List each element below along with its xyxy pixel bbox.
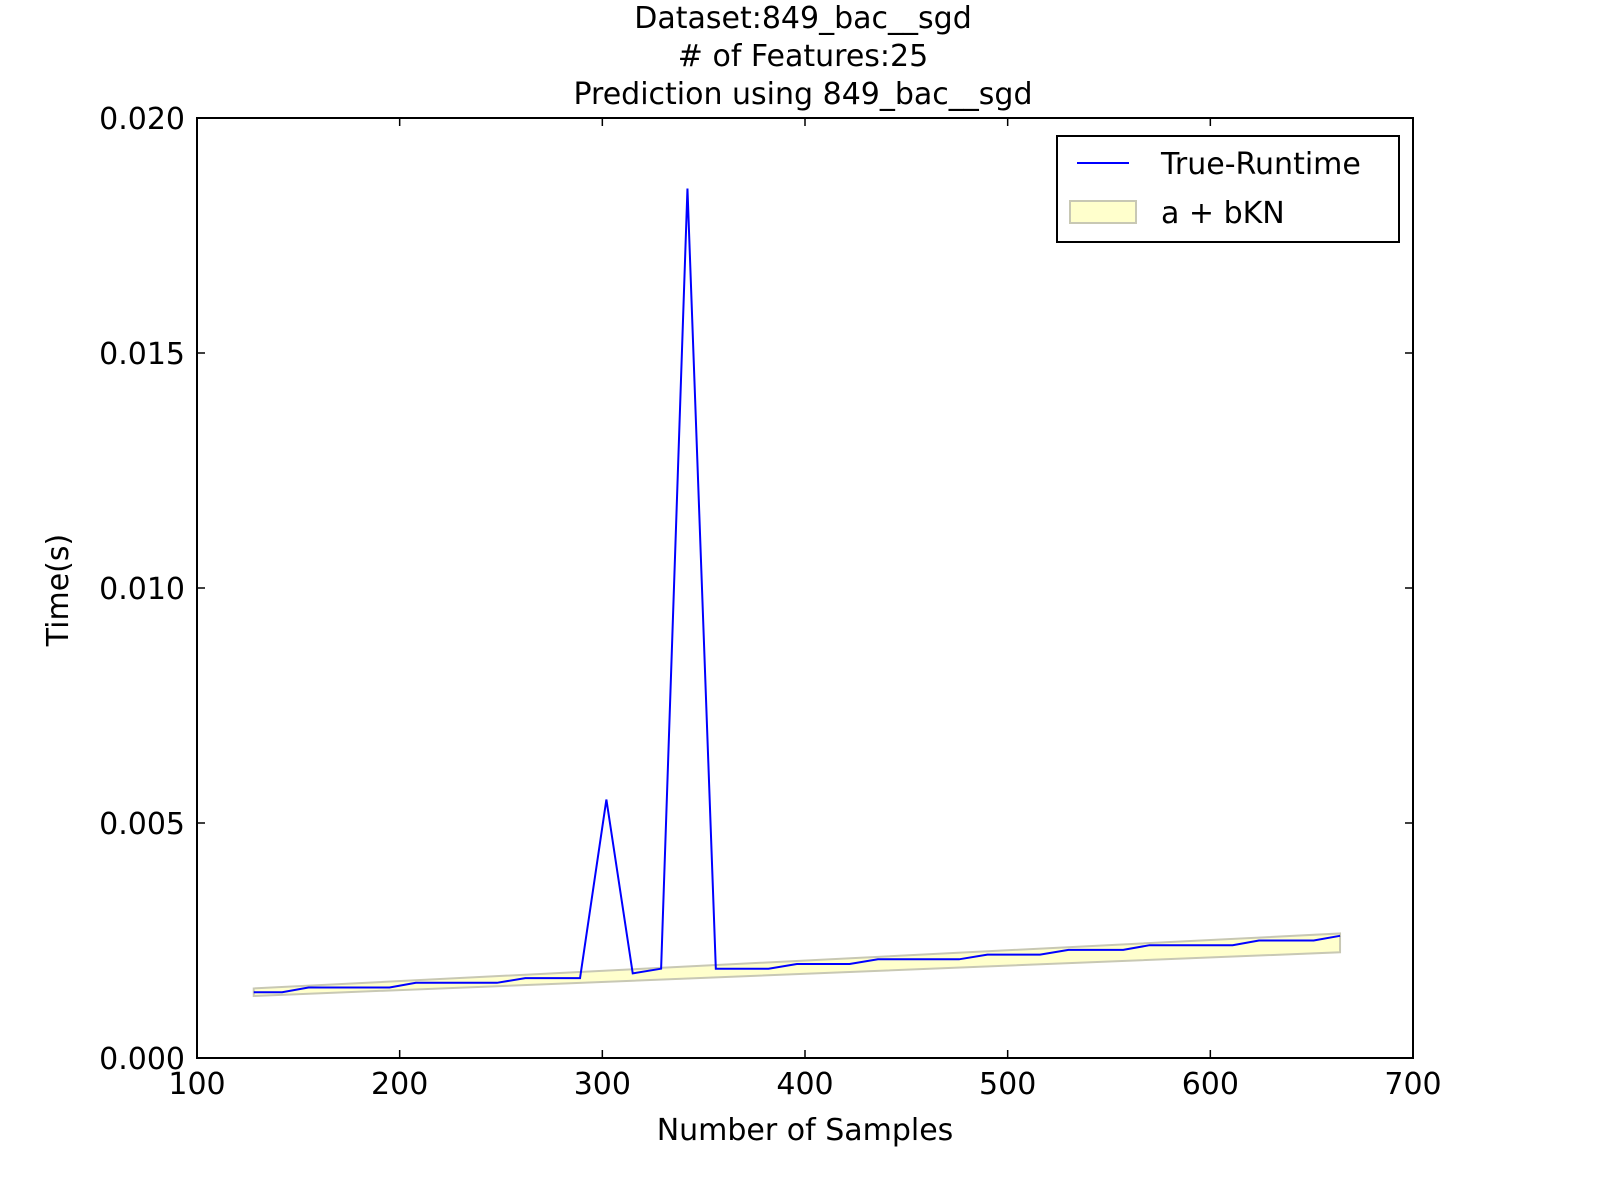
x-tick-label: 100 (168, 1067, 225, 1102)
chart-title-line-2: # of Features:25 (678, 39, 928, 74)
y-tick-label: 0.005 (99, 807, 185, 842)
data-point (957, 957, 961, 961)
data-point (361, 986, 365, 990)
data-point (685, 187, 689, 191)
x-tick-label: 500 (979, 1067, 1036, 1102)
data-point (252, 990, 256, 994)
data-point (876, 957, 880, 961)
x-tick-label: 700 (1384, 1067, 1441, 1102)
data-point (931, 957, 935, 961)
data-point (414, 981, 418, 985)
data-point (1338, 934, 1342, 938)
series-line-true-runtime (253, 188, 1341, 994)
data-point (523, 976, 527, 980)
data-point (1176, 943, 1180, 947)
data-point (280, 990, 284, 994)
x-tick-label: 400 (776, 1067, 833, 1102)
data-point (469, 981, 473, 985)
y-tick-label: 0.015 (99, 337, 185, 372)
data-point (1257, 939, 1261, 943)
y-axis-label: Time(s) (41, 534, 76, 647)
data-point (1012, 953, 1016, 957)
data-point (985, 953, 989, 957)
data-point (495, 981, 499, 985)
plot-area-frame (196, 117, 1414, 1059)
legend: True-Runtime a + bKN (1056, 135, 1400, 243)
data-point (604, 798, 608, 802)
data-point (388, 986, 392, 990)
data-point (1038, 953, 1042, 957)
data-point (1312, 939, 1316, 943)
data-point (767, 967, 771, 971)
legend-band-swatch (1069, 200, 1137, 224)
ticks-layer: 100 200 300 400 500 600 700 0.000 0.005 0.010 0.01… (99, 102, 1442, 1102)
data-point (1148, 943, 1152, 947)
data-point (821, 962, 825, 966)
chart-title-line-1: Dataset:849_bac__sgd (634, 1, 972, 36)
data-point (1283, 939, 1287, 943)
data-point (1231, 943, 1235, 947)
data-point (1202, 943, 1206, 947)
x-tick-label: 300 (574, 1067, 631, 1102)
data-point (631, 971, 635, 975)
data-point (714, 967, 718, 971)
data-point (740, 967, 744, 971)
data-point (1121, 948, 1125, 952)
data-point (550, 976, 554, 980)
series-layer (252, 187, 1342, 994)
data-point (335, 986, 339, 990)
data-point (1066, 948, 1070, 952)
legend-label-fit-band: a + bKN (1161, 196, 1285, 231)
data-point (1093, 948, 1097, 952)
data-point (902, 957, 906, 961)
legend-box (1056, 135, 1400, 243)
data-point (848, 962, 852, 966)
x-tick-label: 200 (371, 1067, 428, 1102)
x-tick-label: 600 (1182, 1067, 1239, 1102)
data-point (795, 962, 799, 966)
legend-label-true-runtime: True-Runtime (1160, 147, 1361, 182)
data-point (578, 976, 582, 980)
y-tick-label: 0.000 (99, 1042, 185, 1077)
y-tick-label: 0.010 (99, 572, 185, 607)
x-axis-label: Number of Samples (657, 1113, 954, 1148)
data-point (442, 981, 446, 985)
chart-title-line-3: Prediction using 849_bac__sgd (573, 77, 1032, 112)
data-point (306, 986, 310, 990)
y-tick-label: 0.020 (99, 102, 185, 137)
data-point (659, 967, 663, 971)
